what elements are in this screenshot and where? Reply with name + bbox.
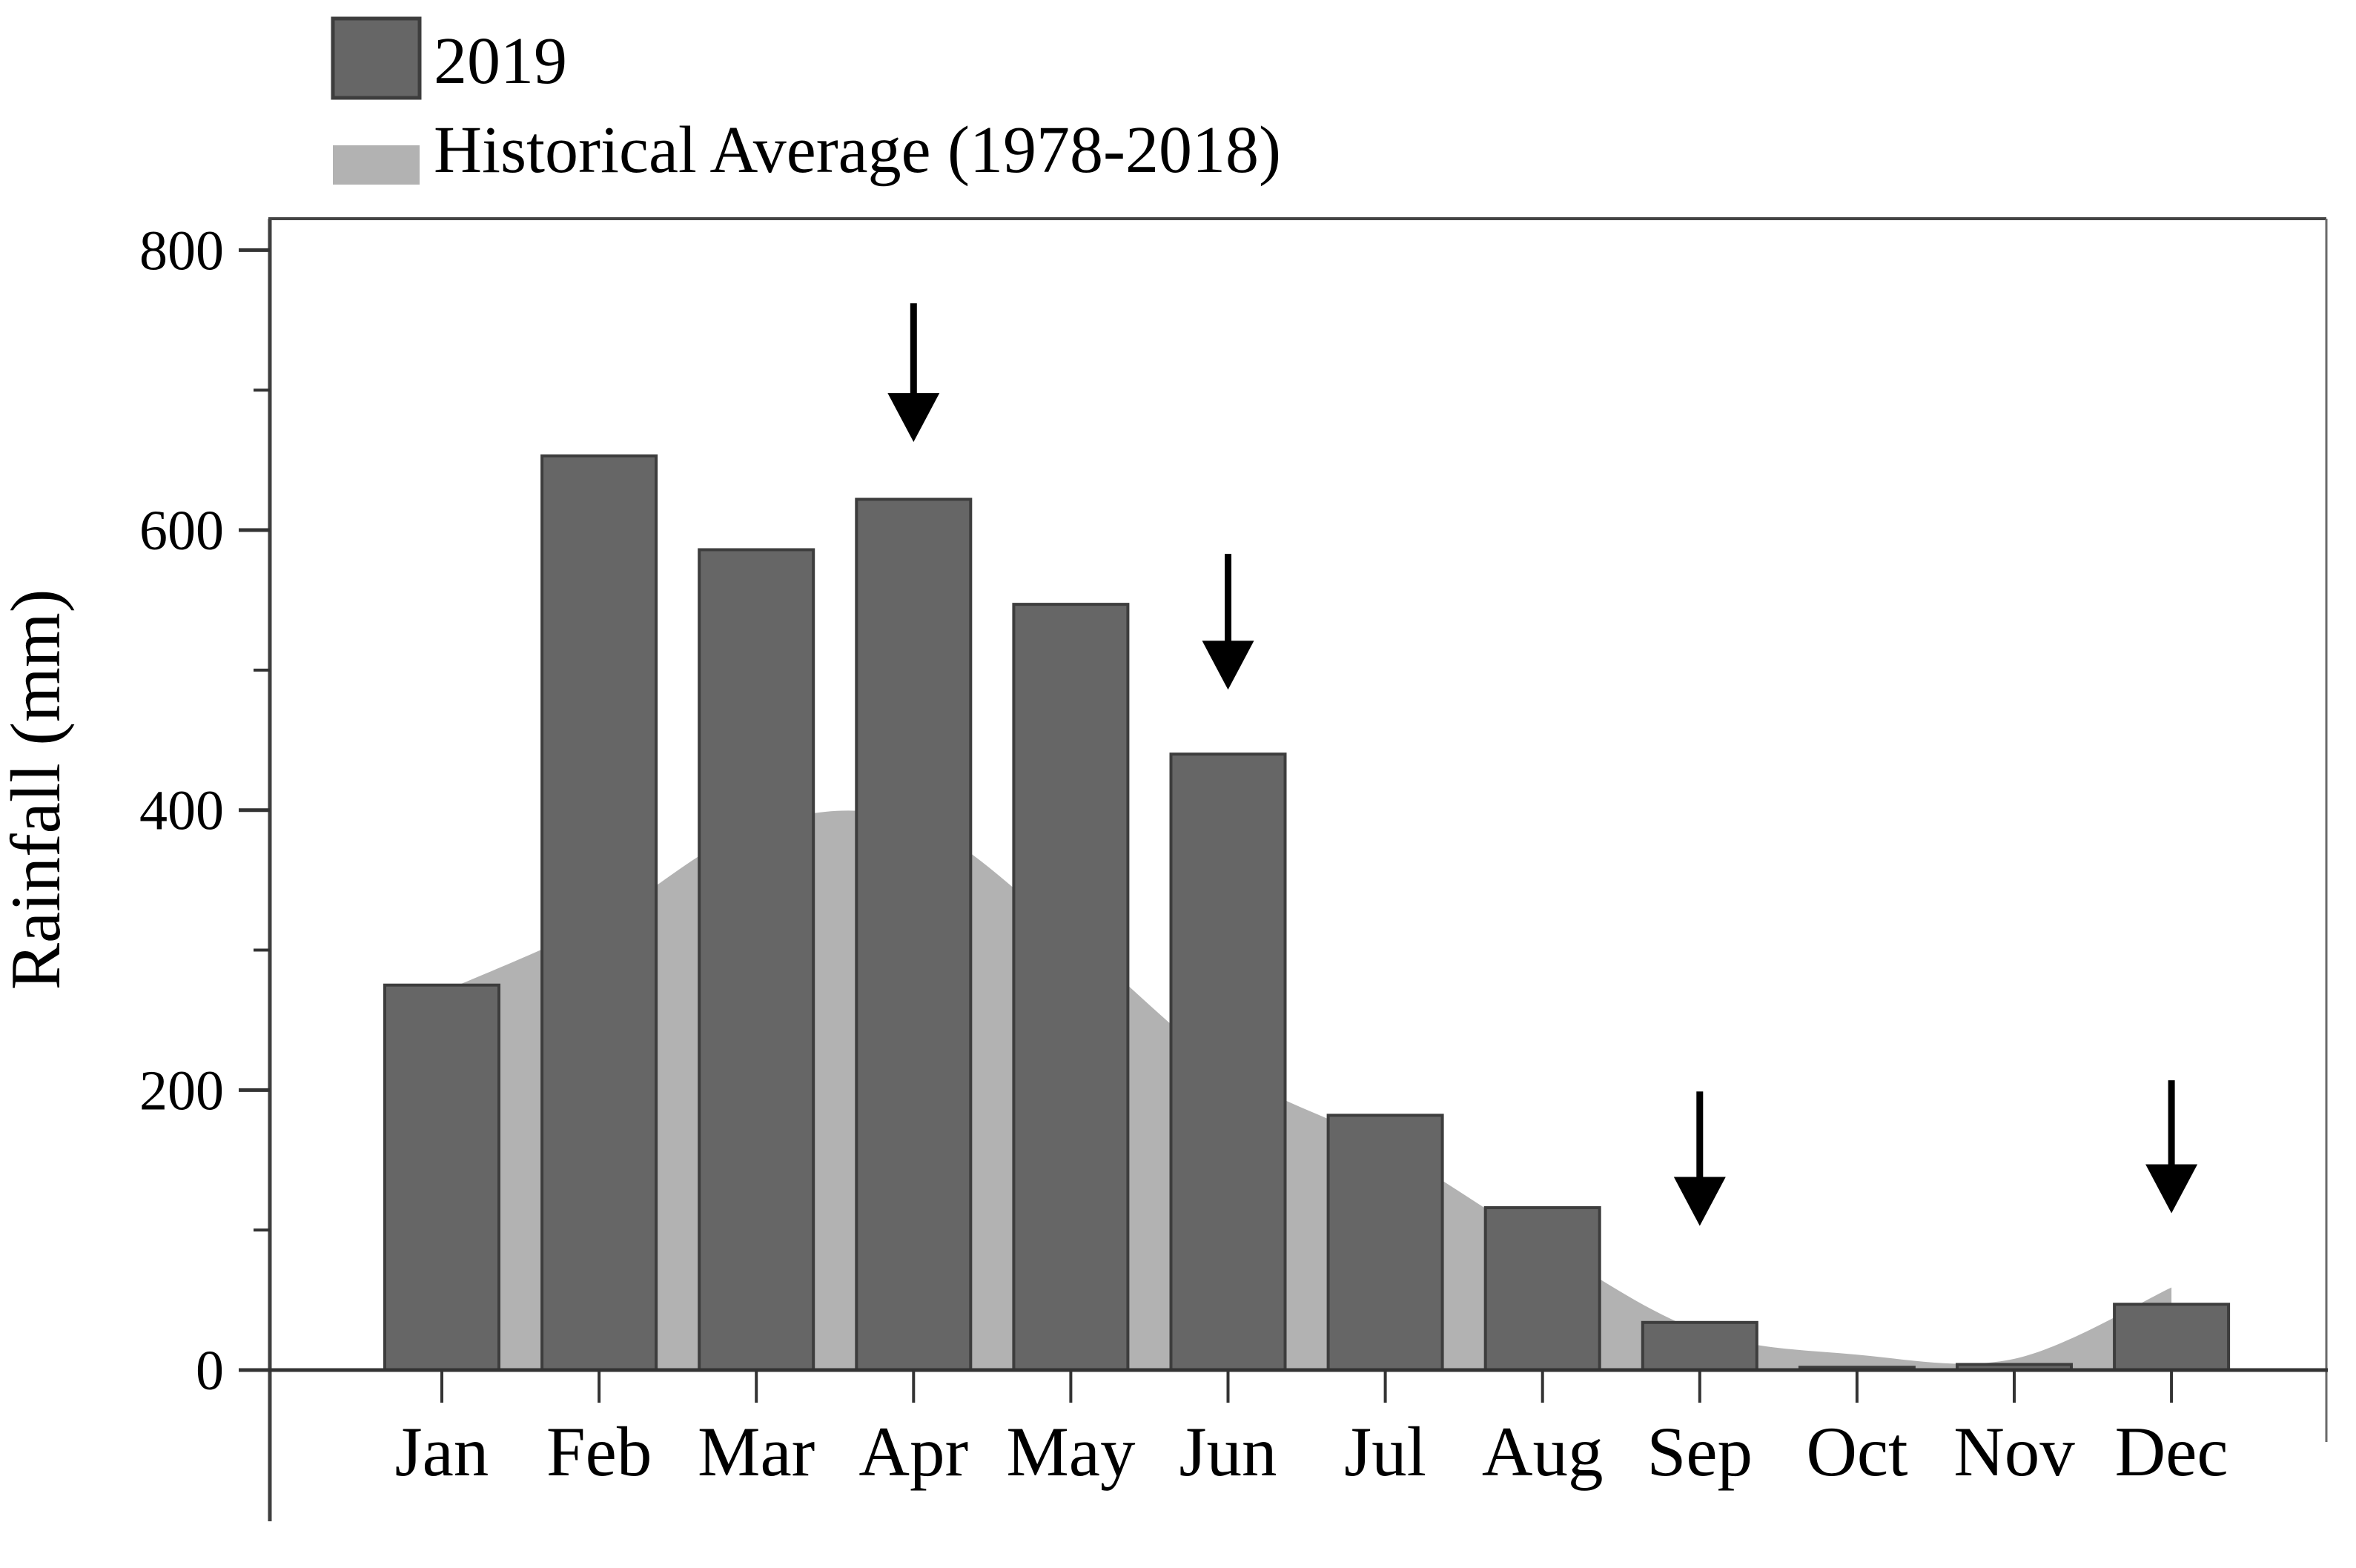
axis-tick-labels: 0 200 400 600 800 Jan Feb Mar Apr May Jun Jul Aug Sep… bbox=[139, 219, 2228, 1491]
arrow-head-Sep bbox=[1673, 1177, 1726, 1226]
x-tick-label-May: May bbox=[1006, 1412, 1136, 1491]
arrow-Dec bbox=[2145, 1080, 2198, 1214]
y-tick-label-400: 400 bbox=[139, 780, 224, 842]
axes-frame bbox=[268, 217, 2328, 1521]
x-tick-label-Dec: Dec bbox=[2115, 1412, 2228, 1491]
arrow-Apr bbox=[887, 303, 940, 443]
arrow-Sep bbox=[1673, 1091, 1726, 1226]
legend: 2019 Historical Average (1978-2018) bbox=[331, 16, 1281, 187]
legend-label-historical-average: Historical Average (1978-2018) bbox=[434, 113, 1281, 187]
y-axis-title: Rainfall (mm) bbox=[0, 589, 75, 990]
y-tick-label-200: 200 bbox=[139, 1059, 224, 1122]
legend-swatch-2019 bbox=[331, 16, 422, 100]
arrow-head-Jun bbox=[1202, 641, 1254, 690]
x-tick-label-Jul: Jul bbox=[1344, 1412, 1426, 1491]
bar-Dec bbox=[2113, 1303, 2231, 1372]
y-tick-label-600: 600 bbox=[139, 500, 224, 562]
x-tick-label-Oct: Oct bbox=[1806, 1412, 1907, 1491]
bar-Mar bbox=[698, 548, 815, 1372]
y-tick-label-800: 800 bbox=[139, 219, 224, 282]
x-tick-label-Feb: Feb bbox=[546, 1412, 652, 1491]
bar-Aug bbox=[1483, 1205, 1601, 1372]
y-tick-label-0: 0 bbox=[196, 1340, 224, 1402]
x-tick-label-Sep: Sep bbox=[1647, 1412, 1753, 1491]
axis-ticks bbox=[239, 248, 2174, 1403]
x-tick-label-Jan: Jan bbox=[395, 1412, 489, 1491]
bar-Jul bbox=[1326, 1114, 1444, 1372]
bar-Apr bbox=[855, 497, 973, 1372]
x-tick-label-Aug: Aug bbox=[1482, 1412, 1604, 1491]
legend-label-2019: 2019 bbox=[434, 24, 567, 98]
bar-Jan bbox=[383, 983, 500, 1372]
legend-swatch-historical-average bbox=[333, 145, 420, 185]
bar-May bbox=[1012, 603, 1130, 1372]
x-tick-label-Mar: Mar bbox=[698, 1412, 815, 1491]
annotation-arrows bbox=[887, 303, 2198, 1226]
bars-2019-layer bbox=[383, 454, 2231, 1372]
bar-Jun bbox=[1169, 752, 1287, 1372]
arrow-head-Apr bbox=[887, 393, 940, 443]
arrow-Jun bbox=[1202, 554, 1254, 690]
x-tick-label-Apr: Apr bbox=[858, 1412, 968, 1491]
bar-Sep bbox=[1641, 1320, 1758, 1372]
x-tick-label-Jun: Jun bbox=[1179, 1412, 1277, 1491]
x-tick-label-Nov: Nov bbox=[1953, 1412, 2075, 1491]
arrow-head-Dec bbox=[2145, 1164, 2198, 1214]
bar-Feb bbox=[540, 454, 658, 1372]
